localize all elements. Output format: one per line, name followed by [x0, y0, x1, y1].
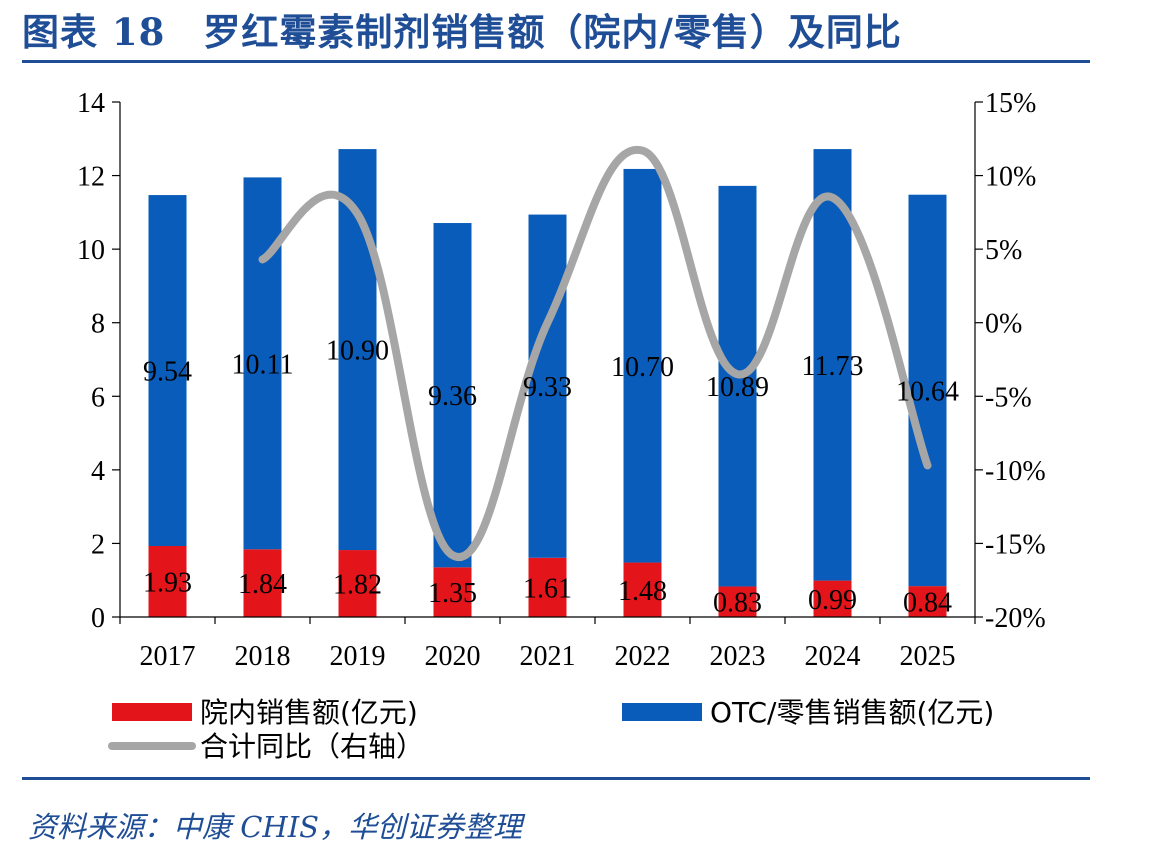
label-hospital-2017: 1.93 [143, 568, 192, 599]
x-tick-label: 2023 [710, 641, 766, 672]
y-left-tick-label: 6 [91, 382, 105, 413]
y-left-tick-label: 0 [91, 603, 105, 634]
bar-hospital-2022 [623, 562, 662, 617]
yoy-point-2019 [357, 213, 358, 215]
label-otc-2019: 10.90 [326, 336, 389, 367]
label-otc-2024: 11.73 [802, 351, 864, 382]
label-otc-2025: 10.64 [896, 376, 959, 407]
source-rule [22, 777, 1090, 780]
y-right-tick-label: -5% [985, 382, 1032, 413]
bar-hospital-2019 [338, 550, 377, 617]
label-otc-2022: 10.70 [611, 352, 674, 383]
label-otc-2023: 10.89 [706, 372, 769, 403]
bar-otc-2022 [623, 168, 662, 563]
bar-hospital-2017 [148, 546, 187, 617]
figure-title: 图表 18 罗红霉素制剂销售额（院内/零售）及同比 [22, 10, 902, 54]
label-hospital-2024: 0.99 [808, 585, 857, 616]
label-otc-2021: 9.33 [523, 372, 572, 403]
y-left-tick-label: 8 [91, 309, 105, 340]
x-tick-label: 2024 [805, 641, 861, 672]
x-tick-label: 2020 [425, 641, 481, 672]
label-hospital-2018: 1.84 [238, 569, 287, 600]
y-right-tick-label: 0% [985, 309, 1022, 340]
title-rule [22, 60, 1090, 63]
x-tick-label: 2019 [330, 641, 386, 672]
label-hospital-2019: 1.82 [333, 570, 382, 601]
label-otc-2020: 9.36 [428, 381, 477, 412]
legend: 院内销售额(亿元) OTC/零售销售额(亿元) 合计同比（右轴） [108, 696, 994, 763]
yoy-point-2025 [927, 464, 928, 466]
yoy-line-layer [258, 145, 932, 561]
y-left-tick-label: 2 [91, 529, 105, 560]
bar-otc-2018 [243, 177, 282, 550]
y-left-tick-label: 14 [77, 88, 105, 119]
bar-hospital-2018 [243, 549, 282, 617]
label-hospital-2023: 0.83 [713, 588, 762, 619]
x-tick-label: 2025 [900, 641, 956, 672]
label-hospital-2020: 1.35 [428, 578, 477, 609]
yoy-point-2018 [262, 258, 263, 260]
data-labels-layer: 1.93 9.54 1.84 10.11 1.82 10.90 1.35 9.36 1.61 9.… [143, 336, 959, 619]
bar-otc-2020 [433, 223, 472, 568]
y-left-tick-label: 10 [77, 235, 105, 266]
bar-otc-2023 [718, 185, 757, 587]
y-left-tick-label: 4 [91, 456, 105, 487]
bar-otc-2021 [528, 214, 567, 558]
legend-hospital-swatch [112, 703, 192, 721]
yoy-point-2020 [452, 554, 453, 556]
bars-layer [148, 149, 947, 617]
label-otc-2018: 10.11 [232, 349, 294, 380]
bar-otc-2025 [908, 194, 947, 587]
legend-hospital-label: 院内销售额(亿元) [200, 696, 418, 729]
legend-yoy-label: 合计同比（右轴） [200, 730, 424, 763]
x-tick-label: 2022 [615, 641, 671, 672]
yoy-point-2022 [642, 150, 643, 152]
label-otc-2017: 9.54 [143, 357, 192, 388]
label-hospital-2025: 0.84 [903, 588, 952, 619]
x-tick-label: 2017 [140, 641, 196, 672]
y-right-tick-label: -15% [985, 529, 1046, 560]
bar-hospital-2024 [813, 580, 852, 617]
y-right-tick-label: -20% [985, 603, 1046, 634]
label-hospital-2021: 1.61 [523, 573, 572, 604]
y-right-tick-label: 15% [985, 88, 1036, 119]
bar-hospital-2023 [718, 586, 757, 617]
axes-layer: 0 2 4 6 8 10 12 14 -20% -15% -10% -5% 0% 5% 10% 15% 2017… [77, 88, 1046, 672]
y-right-tick-label: 5% [985, 235, 1022, 266]
yoy-line [258, 145, 932, 561]
x-tick-label: 2021 [520, 641, 576, 672]
yoy-point-2021 [547, 322, 548, 324]
label-hospital-2022: 1.48 [618, 576, 667, 607]
bar-hospital-2025 [908, 586, 947, 617]
legend-otc-label: OTC/零售销售额(亿元) [710, 696, 994, 729]
legend-otc-swatch [622, 703, 702, 721]
bar-otc-2024 [813, 149, 852, 581]
yoy-point-2023 [737, 373, 738, 375]
yoy-point-2024 [832, 197, 833, 199]
bar-otc-2017 [148, 195, 187, 547]
y-right-tick-label: -10% [985, 456, 1046, 487]
bar-hospital-2020 [433, 567, 472, 617]
x-tick-label: 2018 [235, 641, 291, 672]
y-left-tick-label: 12 [77, 162, 105, 193]
y-right-tick-label: 10% [985, 162, 1036, 193]
chart: 0 2 4 6 8 10 12 14 -20% -15% -10% -5% 0% 5% 10% 15% 2017… [77, 88, 1046, 763]
bar-hospital-2021 [528, 557, 567, 617]
source-note: 资料来源：中康 CHIS，华创证券整理 [28, 810, 523, 844]
